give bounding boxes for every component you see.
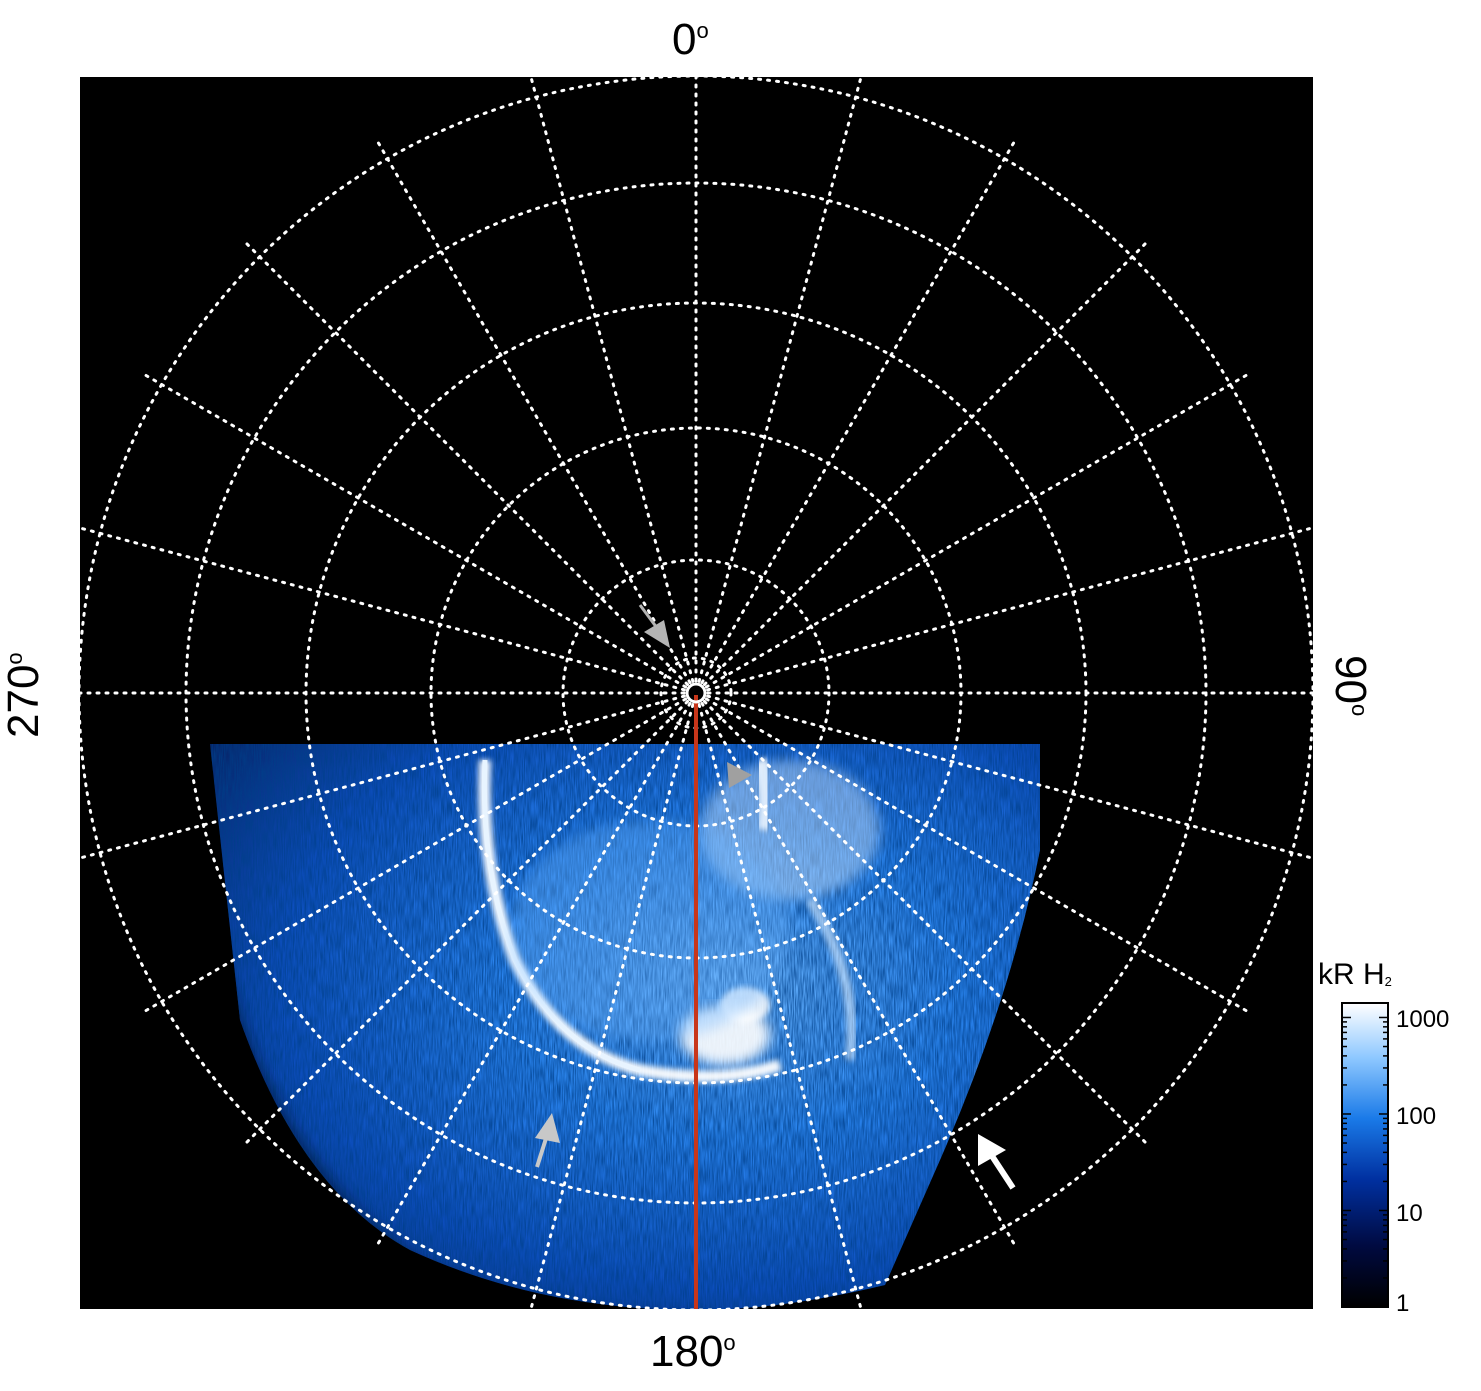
colorbar-tick-label: 1 <box>1396 1290 1410 1317</box>
grid-spoke <box>700 137 1018 685</box>
grid-spoke <box>702 699 1151 1148</box>
grid-spoke <box>529 77 695 683</box>
grid-spoke <box>697 703 863 1309</box>
colorbar-tick-label: 10 <box>1396 1200 1423 1227</box>
grid-spoke <box>704 697 1252 1015</box>
colorbar-tick-label: 1000 <box>1396 1006 1450 1033</box>
grid-spoke <box>374 137 692 685</box>
label-90-degrees: 90o <box>1326 655 1375 717</box>
gray-arrow-near-pole <box>638 604 670 648</box>
grid-spoke <box>80 526 686 692</box>
gray-arrow-lower-left <box>535 1113 560 1168</box>
white-arrow-lower-right <box>978 1134 1016 1190</box>
gray-arrow-upper-right <box>727 762 752 788</box>
grid-spoke <box>700 701 1018 1249</box>
grid-spoke <box>80 694 686 860</box>
grid-spoke <box>706 526 1313 692</box>
colorbar-tick-label: 100 <box>1396 1103 1437 1130</box>
label-270-degrees: 270o <box>0 652 48 738</box>
grid-spoke <box>704 371 1252 689</box>
label-180-degrees: 180o <box>650 1327 736 1376</box>
grid-spoke <box>241 238 690 687</box>
auroral-emission-image <box>210 744 1040 1309</box>
pole-marker <box>685 682 707 704</box>
grid-spoke <box>702 238 1151 687</box>
colorbar-title: kR H2 <box>1318 958 1392 991</box>
label-0-degrees: 0o <box>672 15 709 64</box>
grid-spoke <box>706 694 1313 860</box>
colorbar <box>1341 1002 1389 1308</box>
grid-spoke <box>697 77 863 683</box>
grid-spoke <box>140 371 688 689</box>
grid-spoke <box>140 697 688 1015</box>
grid-spoke <box>241 699 690 1148</box>
grid-spoke <box>529 703 695 1309</box>
grid-spoke <box>374 701 692 1249</box>
